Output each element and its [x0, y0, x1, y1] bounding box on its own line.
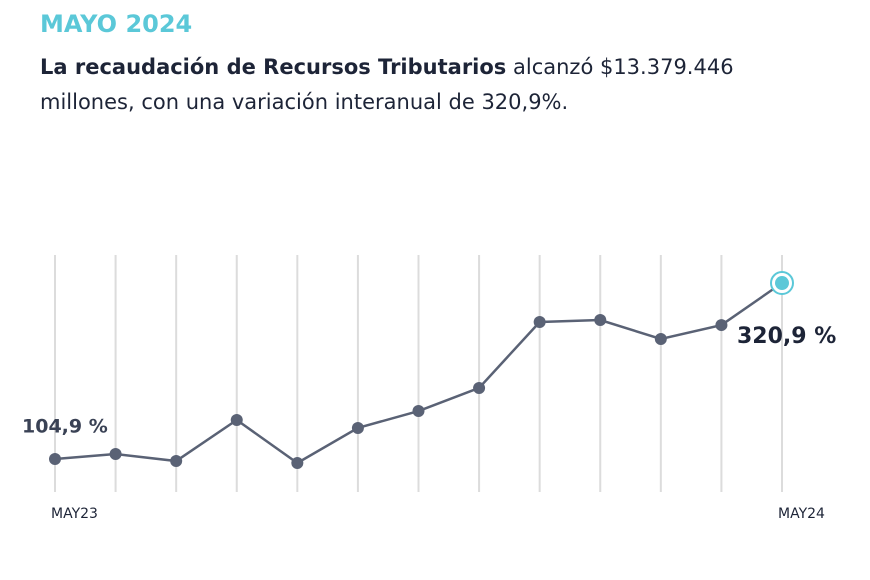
lead-bold: La recaudación de Recursos Tributarios	[40, 55, 507, 79]
point	[473, 381, 486, 394]
point	[291, 456, 304, 469]
point	[775, 276, 789, 291]
lead: La recaudación de Recursos Tributarios a…	[40, 50, 830, 120]
point	[654, 332, 667, 345]
point	[170, 455, 183, 468]
value-label: 104,9 %	[22, 416, 108, 438]
point	[533, 315, 546, 328]
point	[715, 319, 728, 332]
point	[594, 314, 607, 327]
point	[49, 453, 61, 466]
lead-rest: alcanzó $13.379.446 millones, con una va…	[40, 55, 734, 114]
x-tick-label: MAY23	[51, 506, 98, 522]
x-tick-label: MAY24	[778, 506, 825, 522]
point	[412, 405, 425, 418]
kicker: MAYO 2024	[40, 10, 193, 38]
value-label: 320,9 %	[737, 324, 836, 349]
point	[230, 413, 243, 426]
point	[351, 421, 364, 434]
point	[109, 448, 122, 461]
